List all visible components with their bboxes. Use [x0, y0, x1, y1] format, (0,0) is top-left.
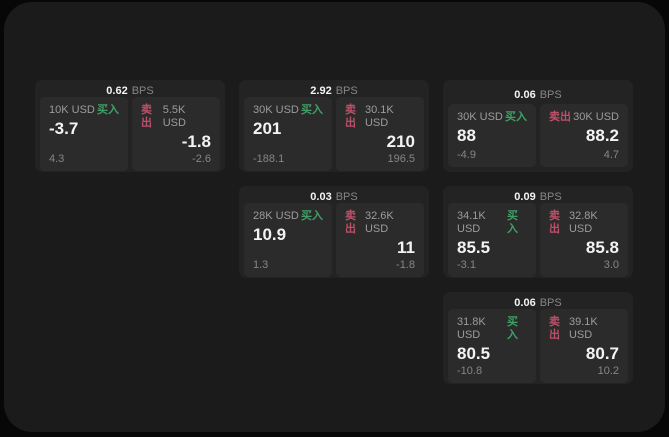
buy-label: 买入: [301, 210, 323, 222]
buy-delta: 4.3: [49, 153, 65, 165]
bps-value: 0.03: [310, 191, 332, 203]
buy-price: 85.5: [457, 238, 491, 257]
buy-notional: 31.8K USD: [457, 316, 486, 341]
sell-price: 85.8: [585, 238, 619, 257]
bps-value: 0.62: [106, 85, 128, 97]
sell-panel[interactable]: 卖出 30.1K USD 210 196.5: [336, 97, 424, 171]
bps-unit: BPS: [539, 191, 562, 203]
sell-label: 卖出: [549, 316, 560, 341]
sell-notional: 39.1K USD: [568, 316, 598, 341]
bps-value: 0.06: [514, 297, 536, 309]
sell-notional: 32.6K USD: [364, 210, 394, 235]
bps-value: 2.92: [310, 85, 332, 97]
sell-panel[interactable]: 卖出 32.6K USD 11 -1.8: [336, 203, 424, 277]
buy-delta: 1.3: [253, 259, 269, 271]
buy-label: 买入: [97, 104, 119, 116]
sell-panel[interactable]: 卖出 39.1K USD 80.7 10.2: [540, 309, 628, 383]
sell-notional: 32.8K USD: [568, 210, 598, 235]
bps-unit: BPS: [335, 191, 358, 203]
sell-price: -1.8: [181, 132, 211, 151]
sell-panel[interactable]: 卖出 5.5K USD -1.8 -2.6: [132, 97, 220, 171]
sell-panel[interactable]: 卖出 32.8K USD 85.8 3.0: [540, 203, 628, 277]
buy-delta: -10.8: [457, 365, 483, 377]
buy-panel[interactable]: 34.1K USD 买入 85.5 -3.1: [448, 203, 536, 277]
buy-panel[interactable]: 28K USD 买入 10.9 1.3: [244, 203, 332, 277]
buy-panel[interactable]: 30K USD 买入 88 -4.9: [448, 104, 536, 167]
sell-price: 88.2: [585, 126, 619, 145]
bps-header: 0.06 BPS: [448, 297, 628, 309]
sell-price: 11: [397, 238, 415, 257]
buy-label: 买入: [505, 111, 527, 123]
buy-panel[interactable]: 31.8K USD 买入 80.5 -10.8: [448, 309, 536, 383]
bps-unit: BPS: [539, 88, 562, 101]
sell-label: 卖出: [549, 210, 560, 235]
sell-price: 210: [386, 132, 415, 151]
quote-card: 0.03 BPS 28K USD 买入 10.9 1.3 卖出 32.6K US…: [239, 186, 429, 278]
bps-value: 0.09: [514, 191, 536, 203]
buy-panel[interactable]: 30K USD 买入 201 -188.1: [244, 97, 332, 171]
sell-delta: 4.7: [603, 149, 619, 161]
buy-price: -3.7: [49, 119, 79, 138]
quote-card: 0.06 BPS 31.8K USD 买入 80.5 -10.8 卖出 39.1…: [443, 292, 633, 384]
buy-notional: 30K USD: [253, 104, 299, 116]
sell-delta: 196.5: [387, 153, 415, 165]
bps-unit: BPS: [131, 85, 154, 97]
buy-label: 买入: [301, 104, 323, 116]
quote-card: 0.06 BPS 30K USD 买入 88 -4.9 卖出 30K USD: [443, 80, 633, 172]
quote-card: 0.62 BPS 10K USD 买入 -3.7 4.3 卖出 5.5K USD: [35, 80, 225, 172]
bps-header: 2.92 BPS: [244, 85, 424, 97]
buy-label: 买入: [507, 210, 519, 235]
buy-price: 80.5: [457, 344, 491, 363]
sell-delta: 10.2: [597, 365, 619, 377]
bps-header: 0.62 BPS: [40, 85, 220, 97]
quote-card: 0.09 BPS 34.1K USD 买入 85.5 -3.1 卖出 32.8K…: [443, 186, 633, 278]
bps-unit: BPS: [539, 297, 562, 309]
quote-card: 2.92 BPS 30K USD 买入 201 -188.1 卖出 30.1K …: [239, 80, 429, 172]
buy-label: 买入: [507, 316, 519, 341]
buy-delta: -3.1: [457, 259, 476, 271]
quote-card-grid: 0.62 BPS 10K USD 买入 -3.7 4.3 卖出 5.5K USD: [35, 80, 633, 384]
sell-notional: 30.1K USD: [364, 104, 394, 129]
sell-price: 80.7: [585, 344, 619, 363]
buy-delta: -4.9: [457, 149, 476, 161]
sell-delta: 3.0: [603, 259, 619, 271]
buy-delta: -188.1: [253, 153, 285, 165]
buy-price: 10.9: [253, 225, 287, 244]
app-panel: 0.62 BPS 10K USD 买入 -3.7 4.3 卖出 5.5K USD: [4, 2, 665, 432]
bps-header: 0.09 BPS: [448, 191, 628, 203]
sell-label: 卖出: [549, 111, 571, 123]
sell-delta: -2.6: [192, 153, 211, 165]
bps-header: 0.06 BPS: [448, 85, 628, 104]
buy-price: 201: [253, 119, 282, 138]
sell-label: 卖出: [345, 104, 356, 129]
sell-panel[interactable]: 卖出 30K USD 88.2 4.7: [540, 104, 628, 167]
bps-header: 0.03 BPS: [244, 191, 424, 203]
buy-panel[interactable]: 10K USD 买入 -3.7 4.3: [40, 97, 128, 171]
sell-delta: -1.8: [396, 259, 415, 271]
buy-notional: 28K USD: [253, 210, 299, 222]
bps-unit: BPS: [335, 85, 358, 97]
buy-notional: 10K USD: [49, 104, 95, 116]
buy-price: 88: [457, 126, 476, 145]
bps-value: 0.06: [514, 88, 536, 101]
sell-notional: 5.5K USD: [162, 104, 186, 129]
sell-notional: 30K USD: [573, 111, 619, 123]
buy-notional: 34.1K USD: [457, 210, 486, 235]
sell-label: 卖出: [345, 210, 356, 235]
buy-notional: 30K USD: [457, 111, 503, 123]
sell-label: 卖出: [141, 104, 152, 129]
